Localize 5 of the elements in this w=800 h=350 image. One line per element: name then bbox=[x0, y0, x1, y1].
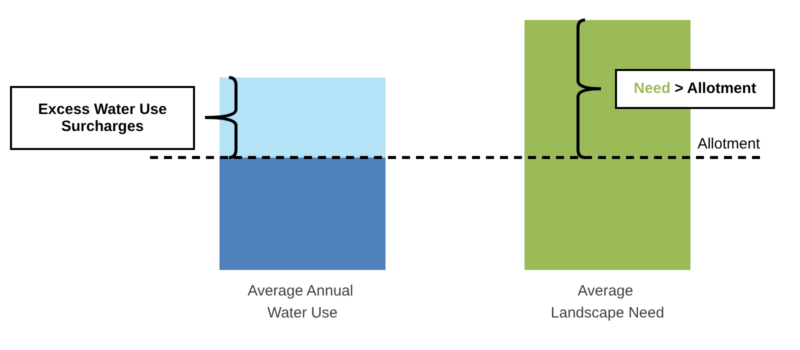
x-tick-label: Average Landscape Need bbox=[550, 282, 664, 322]
x-tick-label: Average Annual Water Use bbox=[248, 282, 358, 322]
note-box: Excess Water Use Surcharges bbox=[10, 86, 195, 150]
note-box: Need > Allotment bbox=[615, 68, 775, 109]
ref-line-label: Allotment bbox=[697, 136, 761, 152]
